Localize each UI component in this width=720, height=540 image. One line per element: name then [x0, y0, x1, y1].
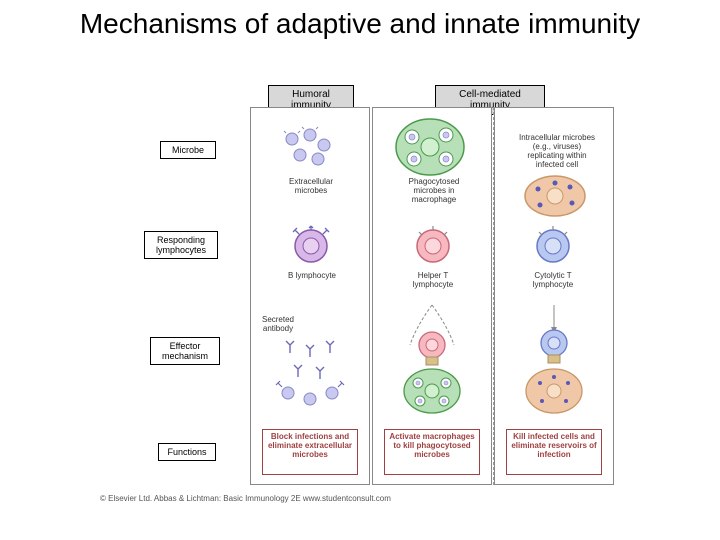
- ctl-effector-icon: [506, 297, 602, 417]
- func-humoral: Block infections and eliminate extracell…: [262, 429, 358, 475]
- antibody-effector-icon: [260, 335, 360, 415]
- label-extracellular: Extracellular microbes: [278, 177, 344, 195]
- row-functions: Functions: [158, 443, 216, 461]
- attribution-text: © Elsevier Ltd. Abbas & Lichtman: Basic …: [100, 494, 391, 503]
- label-helper-t: Helper T lymphocyte: [400, 271, 466, 289]
- row-effector: Effector mechanism: [150, 337, 220, 365]
- label-bcell: B lymphocyte: [282, 271, 342, 280]
- row-lymphocytes: Responding lymphocytes: [144, 231, 218, 259]
- infected-cell-icon: [520, 171, 590, 221]
- macrophage-icon: [390, 115, 470, 179]
- extracellular-microbes-icon: [278, 125, 338, 171]
- func-ctl: Kill infected cells and eliminate reserv…: [506, 429, 602, 475]
- label-intracellular: Intracellular microbes (e.g., viruses) r…: [516, 133, 598, 169]
- func-helper: Activate macrophages to kill phagocytose…: [384, 429, 480, 475]
- label-ctl: Cytolytic T lymphocyte: [520, 271, 586, 289]
- label-secreted-ab: Secreted antibody: [256, 315, 300, 333]
- ctl-icon: [532, 225, 574, 267]
- helper-effector-icon: [384, 297, 480, 417]
- page-title: Mechanisms of adaptive and innate immuni…: [0, 0, 720, 44]
- row-microbe: Microbe: [160, 141, 216, 159]
- column-separator: [493, 107, 494, 485]
- immunity-diagram: Humoral immunity Cell-mediated immunity …: [100, 85, 640, 505]
- b-lymphocyte-icon: [290, 225, 332, 267]
- helper-t-icon: [412, 225, 454, 267]
- label-phagocytosed: Phagocytosed microbes in macrophage: [394, 177, 474, 204]
